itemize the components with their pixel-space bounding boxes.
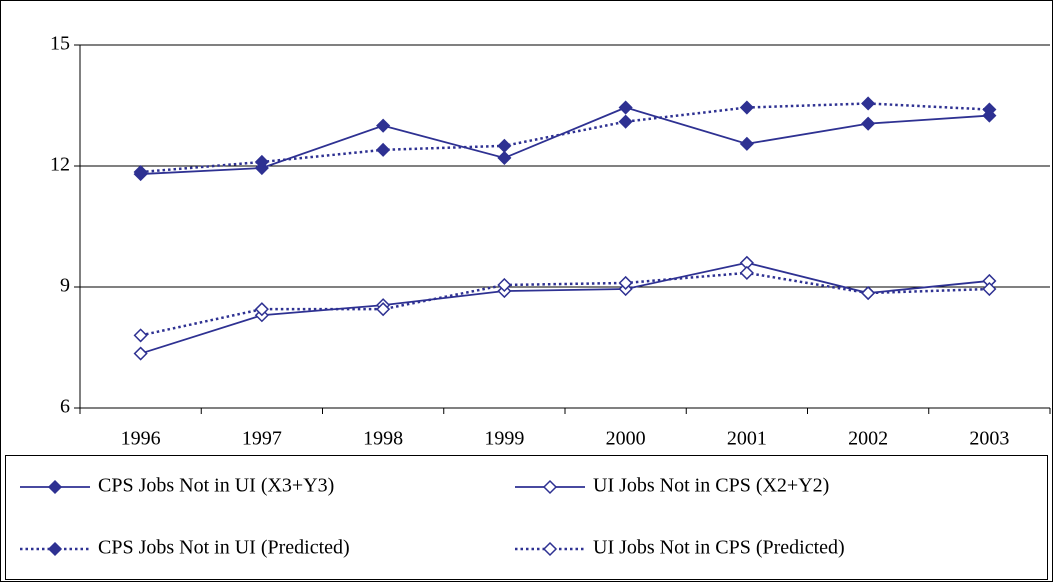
marker <box>861 116 876 131</box>
marker <box>861 285 876 301</box>
marker <box>618 114 633 129</box>
marker <box>376 118 391 133</box>
marker <box>739 100 754 115</box>
marker <box>254 154 269 170</box>
x-tick-label: 1997 <box>242 428 282 450</box>
legend-marker <box>542 541 558 557</box>
marker <box>133 164 148 180</box>
y-tick-label: 6 <box>60 396 70 418</box>
series-line <box>140 271 990 337</box>
legend-marker <box>542 479 558 495</box>
x-tick-label: 1996 <box>121 428 161 450</box>
y-tick-label: 9 <box>60 275 70 297</box>
marker <box>497 138 512 153</box>
marker <box>133 328 148 343</box>
marker <box>618 100 633 115</box>
x-tick-label: 2001 <box>727 428 767 450</box>
series-line <box>140 106 990 175</box>
x-tick-label: 2002 <box>848 428 888 450</box>
y-tick-label: 15 <box>50 33 70 55</box>
x-tick-label: 1999 <box>484 428 524 450</box>
legend-label: CPS Jobs Not in UI (X3+Y3) <box>98 475 334 497</box>
marker <box>739 136 754 151</box>
marker <box>618 275 633 291</box>
marker <box>739 265 754 280</box>
marker <box>376 302 391 317</box>
marker <box>497 277 512 293</box>
legend-marker <box>47 479 63 495</box>
marker <box>254 302 269 317</box>
legend-label: CPS Jobs Not in UI (Predicted) <box>98 537 350 559</box>
marker <box>982 102 997 117</box>
marker <box>376 142 391 157</box>
series-line <box>140 102 990 174</box>
marker <box>133 346 148 361</box>
marker <box>861 96 876 111</box>
marker <box>982 281 997 297</box>
marker <box>497 150 512 165</box>
x-tick-label: 2003 <box>969 428 1009 450</box>
legend-label: UI Jobs Not in CPS (Predicted) <box>593 537 845 559</box>
x-tick-label: 2000 <box>606 428 646 450</box>
series-line <box>140 261 990 355</box>
legend-label: UI Jobs Not in CPS (X2+Y2) <box>593 475 829 497</box>
legend-box <box>5 455 1048 580</box>
y-tick-label: 12 <box>50 154 70 176</box>
x-tick-label: 1998 <box>363 428 403 450</box>
legend-marker <box>47 541 63 557</box>
